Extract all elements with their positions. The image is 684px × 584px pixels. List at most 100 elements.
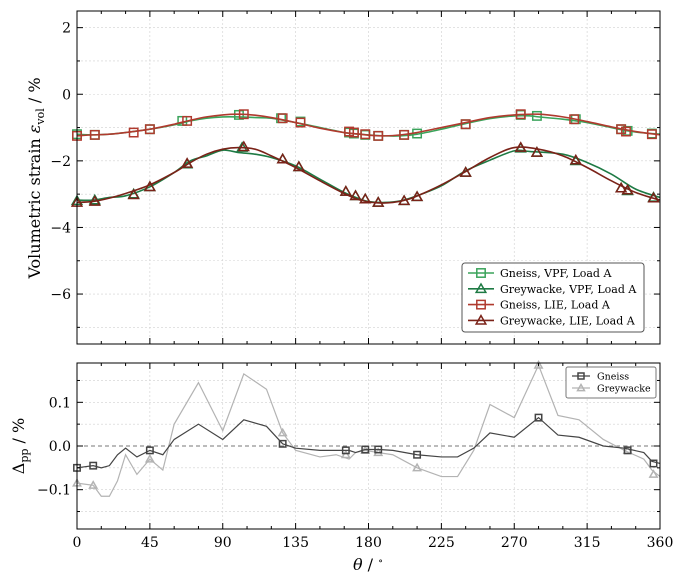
difference-y-tick-label: 0.0 — [49, 439, 71, 455]
strain-series-marker — [348, 127, 359, 138]
strain-y-axis-label-subscript: vol — [34, 108, 47, 126]
strain-series-marker — [88, 195, 101, 206]
strain-y-tick-label: 2 — [62, 21, 71, 37]
strain-series-marker — [646, 129, 657, 140]
strain-series-2 — [72, 109, 661, 141]
difference-series-marker — [341, 446, 350, 455]
difference-y-axis-label-symbol: Δ — [9, 463, 28, 475]
strain-series-marker — [372, 196, 385, 207]
difference-legend-frame — [565, 366, 657, 399]
strain-y-axis-label-main: Volumetric strain — [25, 133, 44, 279]
difference-ticks — [76, 363, 661, 529]
strain-series-marker — [615, 181, 628, 193]
difference-series-marker — [534, 413, 543, 422]
difference-series — [72, 359, 661, 497]
strain-y-axis-label-unit: / % — [25, 77, 44, 108]
strain-legend: Gneiss, VPF, Load A Greywacke, VPF, Load … — [461, 262, 645, 333]
strain-legend-label: Greywacke, VPF, Load A — [500, 283, 637, 296]
x-tick-label: 315 — [574, 535, 601, 551]
strain-series-3 — [70, 140, 661, 207]
strain-series-marker — [360, 129, 371, 140]
strain-series-marker — [621, 183, 634, 195]
strain-y-axis-label: Volumetric strain εvol / % — [25, 77, 47, 279]
difference-legend-marker — [577, 372, 585, 380]
strain-legend-marker — [474, 282, 488, 294]
strain-legend-marker — [476, 299, 486, 310]
difference-series-line — [76, 363, 661, 497]
difference-series-marker — [277, 427, 288, 437]
difference-series-marker — [533, 359, 544, 369]
strain-series-marker — [530, 146, 544, 157]
strain-series-marker — [89, 129, 100, 140]
strain-series-marker — [277, 113, 288, 124]
strain-series-marker — [515, 109, 526, 120]
difference-y-tick-label: 0.1 — [49, 395, 71, 411]
strain-series-marker — [514, 141, 527, 152]
difference-y-axis-label-subscript: pp — [18, 449, 31, 463]
strain-series-marker — [398, 194, 411, 206]
x-tick-label: 0 — [73, 535, 82, 551]
difference-series-marker — [278, 439, 287, 448]
difference-y-axis-label: Δpp / % — [9, 418, 31, 474]
strain-y-tick-label: −2 — [50, 154, 71, 170]
strain-legend-frame — [461, 262, 645, 333]
difference-legend-marker — [576, 383, 586, 392]
strain-legend-marker — [474, 314, 488, 325]
strain-series-marker — [295, 117, 306, 128]
strain-ticks — [76, 11, 661, 344]
x-tick-label: 90 — [214, 535, 232, 551]
x-tick-label: 45 — [141, 535, 159, 551]
strain-series-marker — [359, 192, 372, 204]
strain-series-marker — [339, 185, 352, 196]
strain-series-marker — [460, 119, 471, 130]
strain-series-marker — [237, 140, 250, 152]
strain-series-marker — [410, 190, 424, 202]
difference-series-marker — [623, 446, 632, 455]
strain-y-tick-label: −4 — [50, 220, 71, 236]
strain-y-tick-label: 0 — [62, 87, 71, 103]
strain-series-marker — [569, 153, 582, 165]
strain-series-marker — [180, 157, 194, 168]
difference-y-tick-label: −0.1 — [37, 483, 71, 499]
strain-series-marker — [182, 115, 193, 126]
difference-series-marker — [374, 445, 383, 454]
x-tick-label: 180 — [355, 535, 382, 551]
x-tick-label: 135 — [282, 535, 309, 551]
strain-panel: 2 0 −2 −4 −6 Volumetric strain εvol / % Gnei… — [25, 10, 661, 345]
strain-series-marker — [292, 160, 305, 172]
strain-series-line — [76, 146, 661, 204]
x-axis-label-unit: / — [363, 555, 379, 574]
strain-series-marker — [349, 189, 362, 201]
strain-series-marker — [238, 109, 249, 120]
difference-y-tick-labels: 0.1 0.0 −0.1 — [37, 395, 71, 498]
strain-series-marker — [144, 124, 155, 135]
strain-series-marker — [647, 191, 660, 203]
strain-y-tick-labels: 2 0 −2 −4 −6 — [50, 21, 71, 303]
x-tick-label: 270 — [501, 535, 528, 551]
x-axis-label: θ / ∘ — [353, 555, 383, 574]
strain-series-marker — [531, 110, 542, 121]
difference-series-marker — [649, 459, 658, 468]
strain-legend-label: Gneiss, LIE, Load A — [500, 299, 611, 312]
strain-legend-marker — [476, 268, 486, 278]
difference-series-1 — [73, 413, 661, 472]
difference-series-marker — [144, 453, 155, 463]
difference-legend-label: Gneiss — [597, 372, 629, 383]
strain-y-axis-label-symbol: ε — [25, 125, 44, 134]
strain-series-marker — [459, 166, 472, 177]
strain-series-marker — [399, 129, 410, 140]
x-axis-label-degree: ∘ — [378, 556, 383, 567]
strain-series — [70, 109, 661, 207]
strain-legend-label: Greywacke, LIE, Load A — [500, 314, 636, 327]
difference-series-marker — [648, 469, 659, 478]
strain-legend-label: Gneiss, VPF, Load A — [500, 267, 612, 280]
difference-series-marker — [413, 450, 422, 459]
difference-series-marker — [89, 461, 98, 470]
strain-series-marker — [128, 127, 139, 138]
difference-series-marker — [145, 446, 154, 455]
difference-panel: 0.1 0.0 −0.1 0 45 90 135 180 225 270 315 360 Δpp /… — [9, 359, 674, 574]
strain-series-marker — [143, 180, 156, 192]
x-tick-label: 360 — [647, 535, 674, 551]
